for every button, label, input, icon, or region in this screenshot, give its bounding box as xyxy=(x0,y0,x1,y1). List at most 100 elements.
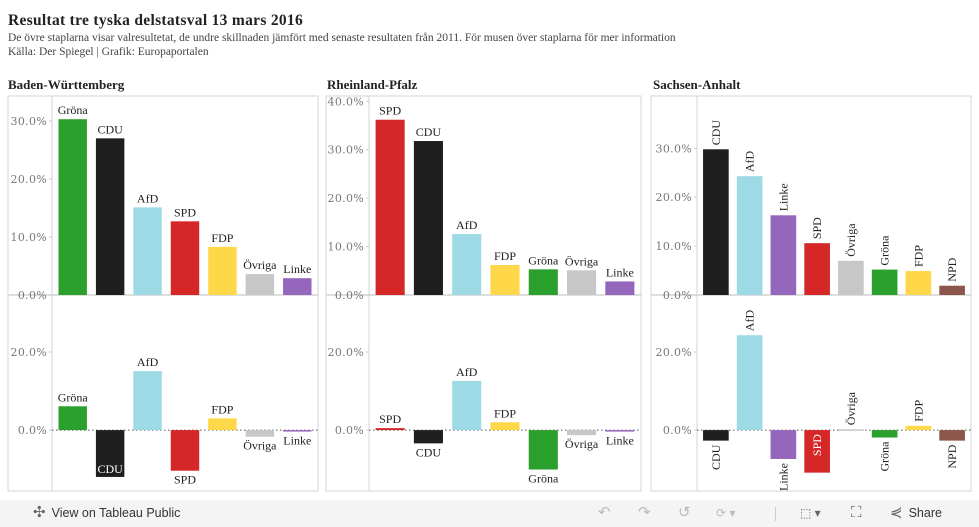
fullscreen-icon[interactable]: ⛶ xyxy=(851,504,862,521)
bar-label: Övriga xyxy=(565,437,599,451)
bar-results-gröna xyxy=(528,269,558,295)
bar-label: FDP xyxy=(911,245,925,267)
tableau-icon: ✣ xyxy=(33,504,46,521)
y-tick-label: 40.0% xyxy=(328,95,364,108)
bar-change-linke xyxy=(770,430,797,459)
share-button[interactable]: ⋞ Share xyxy=(890,504,942,521)
bar-change-spd xyxy=(170,430,200,471)
bar-results-cdu xyxy=(413,141,443,295)
bar-label: FDP xyxy=(494,406,516,420)
bar-results-övriga xyxy=(838,260,864,295)
bar-label: CDU xyxy=(416,125,442,139)
share-icon: ⋞ xyxy=(890,504,903,521)
bar-results-gröna xyxy=(871,269,898,295)
y-tick-label: 20.0% xyxy=(11,173,47,186)
bar-label: Linke xyxy=(283,262,311,276)
y-tick-label: 0.0% xyxy=(335,424,364,437)
bar-results-spd xyxy=(804,243,830,295)
bar-label: Övriga xyxy=(243,439,277,453)
bar-results-linke xyxy=(283,278,312,295)
bar-label: Linke xyxy=(606,265,634,279)
bar-change-gröna xyxy=(528,430,558,470)
y-tick-label: 20.0% xyxy=(328,346,364,359)
panel-frame xyxy=(325,95,642,492)
bar-change-övriga xyxy=(567,430,597,436)
bar-change-fdp xyxy=(490,422,520,431)
bar-label: Gröna xyxy=(528,253,559,267)
bar-results-linke xyxy=(770,215,797,295)
bar-label: CDU xyxy=(709,444,723,470)
bar-change-övriga xyxy=(838,429,864,431)
bar-change-spd xyxy=(375,428,405,431)
page-subtitle: De övre staplarna visar valresultetat, d… xyxy=(8,32,676,44)
bar-results-afd xyxy=(452,233,482,295)
undo-icon[interactable]: ↶ xyxy=(598,504,611,521)
bar-results-fdp xyxy=(490,264,520,295)
bar-change-cdu xyxy=(703,430,729,441)
bar-label: AfD xyxy=(456,218,478,232)
bar-label: CDU xyxy=(97,122,123,136)
source-line: Källa: Der Spiegel | Grafik: Europaporta… xyxy=(8,46,209,58)
bar-results-spd xyxy=(170,221,200,295)
bar-change-gröna xyxy=(871,430,898,438)
y-tick-label: 0.0% xyxy=(663,289,692,302)
toolbar-divider xyxy=(775,507,776,521)
bar-change-fdp xyxy=(905,425,932,431)
y-tick-label: 20.0% xyxy=(656,191,692,204)
bar-label: FDP xyxy=(211,231,233,245)
bar-results-fdp xyxy=(905,271,932,295)
refresh-icon[interactable]: ⟳ ▾ xyxy=(716,506,736,520)
bar-change-övriga xyxy=(245,430,275,437)
bar-change-spd xyxy=(804,430,830,473)
y-tick-label: 0.0% xyxy=(663,424,692,437)
bar-label: CDU xyxy=(416,445,442,459)
bar-label: Gröna xyxy=(58,390,89,404)
y-tick-label: 30.0% xyxy=(328,144,364,157)
bar-label: AfD xyxy=(456,365,478,379)
bar-label: SPD xyxy=(810,217,824,239)
bar-change-npd xyxy=(939,430,965,441)
bar-label: CDU xyxy=(97,462,123,476)
panel-title-bw: Baden-Württemberg xyxy=(8,77,125,92)
bar-label: SPD xyxy=(174,473,196,487)
bar-label: SPD xyxy=(810,434,824,456)
y-tick-label: 30.0% xyxy=(11,115,47,128)
bar-results-afd xyxy=(736,176,763,295)
bar-label: AfD xyxy=(743,151,757,173)
revert-icon[interactable]: ↺ xyxy=(678,504,691,521)
page-title: Resultat tre tyska delstatsval 13 mars 2… xyxy=(8,12,304,29)
bar-results-afd xyxy=(133,207,162,295)
bar-results-gröna xyxy=(58,119,87,295)
y-tick-label: 10.0% xyxy=(11,231,47,244)
redo-icon[interactable]: ↷ xyxy=(638,504,651,521)
bar-label: SPD xyxy=(379,104,401,118)
panel-frame xyxy=(650,95,972,492)
bar-label: NPD xyxy=(945,444,959,468)
bar-label: FDP xyxy=(494,249,516,263)
bar-label: Gröna xyxy=(528,472,559,486)
bar-results-övriga xyxy=(245,274,275,295)
download-icon[interactable]: ⬚ ▾ xyxy=(800,506,821,520)
view-on-tableau-label: View on Tableau Public xyxy=(51,506,181,520)
bar-label: NPD xyxy=(945,257,959,281)
y-tick-label: 0.0% xyxy=(18,424,47,437)
bar-results-övriga xyxy=(567,270,597,295)
bar-label: Gröna xyxy=(878,235,892,266)
bar-change-gröna xyxy=(58,406,87,431)
tableau-toolbar: ✣ View on Tableau Public ↶ ↷ ↺ ⟳ ▾ ⬚ ▾ ⛶… xyxy=(0,500,979,527)
bar-label: SPD xyxy=(174,205,196,219)
panel-title-sa: Sachsen-Anhalt xyxy=(653,77,741,92)
bar-label: Övriga xyxy=(844,391,858,425)
bar-label: CDU xyxy=(709,120,723,146)
bar-label: Gröna xyxy=(58,103,89,117)
view-on-tableau-link[interactable]: ✣ View on Tableau Public xyxy=(33,504,181,521)
bar-label: Linke xyxy=(606,434,634,448)
bar-results-cdu xyxy=(703,149,729,295)
bar-label: SPD xyxy=(379,412,401,426)
bar-change-cdu xyxy=(95,430,125,477)
bar-change-cdu xyxy=(413,430,443,444)
bar-label: AfD xyxy=(137,191,159,205)
bar-label: Övriga xyxy=(243,258,277,272)
bar-results-npd xyxy=(939,285,965,295)
bar-label: Linke xyxy=(776,463,790,491)
